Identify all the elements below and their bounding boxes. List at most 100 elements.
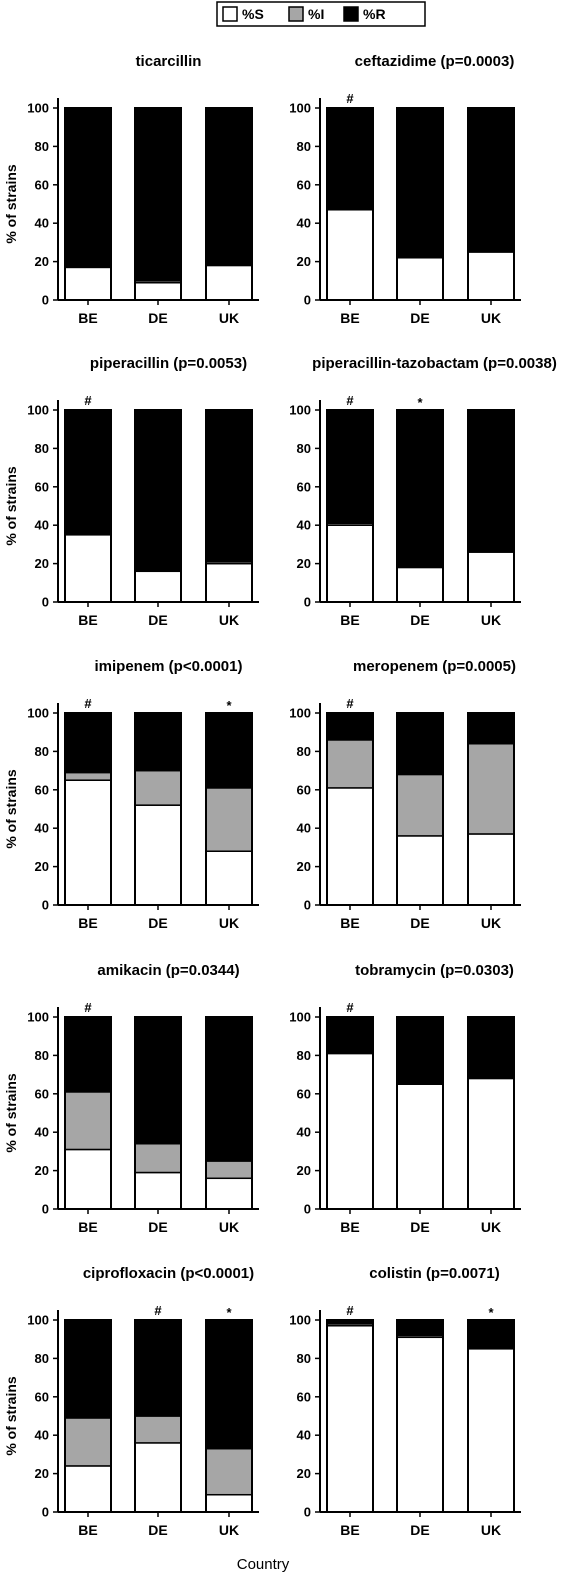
panel-6: amikacin (p=0.0344) % of strains BE # DE UK 0 2… [3,962,259,1235]
bar-be-s [326,1325,374,1513]
x-tick-label: DE [410,612,429,628]
y-tick-label: 80 [35,1048,49,1063]
bar-uk-s [205,1493,253,1513]
bar-be-r [64,712,112,774]
bar-de-i [396,773,444,837]
significance-marker: # [84,696,92,711]
y-tick-label: 100 [27,1010,49,1025]
y-tick-label: 20 [35,556,49,571]
x-tick-label: UK [219,1522,239,1538]
y-tick-label: 60 [35,1389,49,1404]
y-tick-label: 0 [42,293,49,308]
x-tick-label: UK [481,1219,501,1235]
y-tick-label: 60 [297,782,311,797]
y-tick-label: 60 [297,1086,311,1101]
bar-uk-s [205,1177,253,1210]
bar-uk-s [467,833,515,906]
bar-be-s [64,1148,112,1210]
y-tick-label: 0 [304,1505,311,1520]
bar-be-s [326,524,374,603]
y-axis-label: % of strains [3,1376,19,1456]
panel-1: ceftazidime (p=0.0003) BE # DE UK 0 20 40 60 80 10… [289,53,521,326]
significance-marker: # [84,1000,92,1015]
x-tick-label: UK [481,915,501,931]
bar-uk-r [467,409,515,553]
bar-uk-r [467,712,515,745]
y-tick-label: 60 [297,1389,311,1404]
y-tick-label: 100 [27,101,49,116]
y-tick-label: 20 [35,254,49,269]
significance-marker: # [84,393,92,408]
bar-be-s [64,266,112,301]
bar-de-r [396,409,444,569]
x-tick-label: BE [340,1522,359,1538]
y-tick-label: 100 [289,1313,311,1328]
x-tick-label: BE [340,310,359,326]
significance-marker: # [154,1303,162,1318]
legend-swatch-s [222,6,238,22]
bar-be-r [64,409,112,536]
y-tick-label: 40 [297,1428,311,1443]
panel-7: tobramycin (p=0.0303) BE # DE UK 0 20 40 60 80 100 [289,962,521,1235]
y-tick-label: 20 [35,1466,49,1481]
x-tick-label: DE [148,310,167,326]
x-tick-label: DE [148,915,167,931]
bar-de-s [134,804,182,906]
y-tick-label: 100 [27,1313,49,1328]
y-tick-label: 40 [297,518,311,533]
y-tick-label: 0 [42,595,49,610]
y-tick-label: 80 [297,139,311,154]
x-tick-label: BE [340,915,359,931]
x-tick-label: DE [410,310,429,326]
y-tick-label: 80 [35,139,49,154]
bar-be-i [64,1417,112,1467]
bar-be-r [64,107,112,269]
y-tick-label: 80 [297,1351,311,1366]
y-tick-label: 0 [304,595,311,610]
bar-be-s [326,1052,374,1210]
bar-uk-i [205,787,253,852]
legend-label-i: %I [308,6,324,22]
bar-de-r [396,107,444,259]
bar-de-i [134,769,182,806]
bar-de-r [134,107,182,282]
x-tick-label: DE [148,1522,167,1538]
x-tick-label: DE [410,1219,429,1235]
y-tick-label: 0 [42,1505,49,1520]
significance-marker: * [488,1305,494,1320]
bar-be-r [64,1016,112,1093]
x-axis-label: Country [237,1556,290,1573]
bar-uk-r [467,107,515,253]
y-axis-label: % of strains [3,1073,19,1153]
y-tick-label: 20 [297,254,311,269]
y-tick-label: 20 [35,859,49,874]
bar-uk-r [205,712,253,789]
bar-uk-s [467,1077,515,1210]
panel-9: colistin (p=0.0071) BE # DE UK * 0 20 40 60 80 100 [289,1265,521,1538]
bar-de-r [134,1016,182,1145]
y-tick-label: 80 [297,1048,311,1063]
significance-marker: # [346,1303,354,1318]
bar-be-s [326,787,374,906]
significance-marker: * [226,698,232,713]
y-tick-label: 40 [297,216,311,231]
bar-uk-s [205,850,253,906]
bar-de-s [396,257,444,301]
bar-be-r [326,409,374,525]
y-axis-label: % of strains [3,164,19,244]
bar-be-r [64,1319,112,1419]
chart-title: ciprofloxacin (p<0.0001) [83,1265,254,1282]
x-tick-label: BE [340,612,359,628]
significance-marker: * [417,395,423,410]
bar-be-s [326,209,374,301]
x-tick-label: UK [481,310,501,326]
y-tick-label: 0 [304,1202,311,1217]
x-tick-label: UK [219,1219,239,1235]
y-tick-label: 80 [297,441,311,456]
bar-de-i [134,1142,182,1174]
y-tick-label: 60 [35,782,49,797]
bar-de-r [134,409,182,573]
x-tick-label: UK [219,915,239,931]
x-tick-label: UK [481,1522,501,1538]
